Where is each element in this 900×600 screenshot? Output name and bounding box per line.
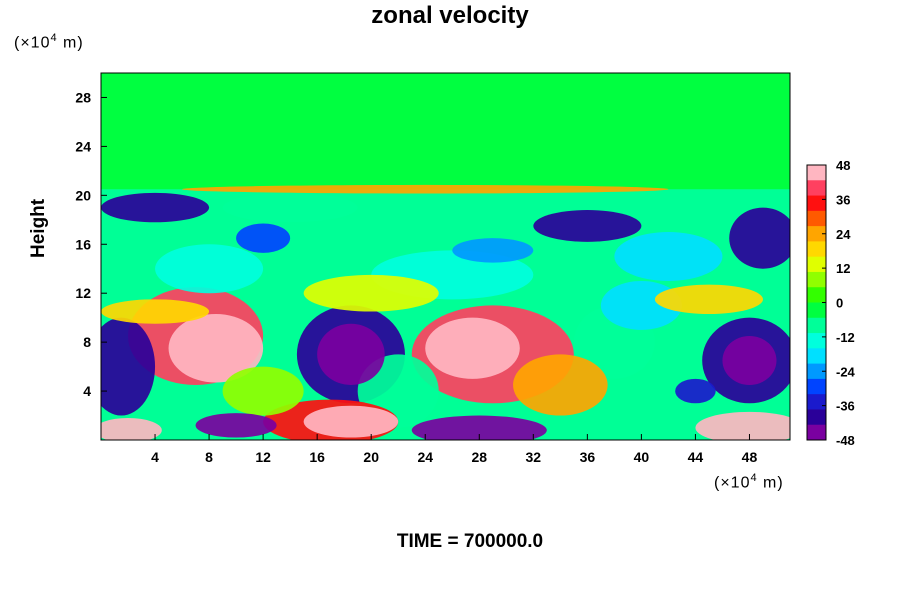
plot-frame	[100, 72, 791, 441]
field-feature-14	[303, 274, 439, 312]
plot-area	[101, 73, 790, 440]
field-feature-28	[722, 336, 777, 385]
x-tick-label: 4	[151, 449, 159, 465]
field-feature-26	[303, 405, 399, 438]
y-tick-label: 8	[83, 334, 91, 350]
colorbar: 48 36 24 12 0 -12 -24 -36 -48	[806, 158, 856, 448]
colorbar-swatch	[807, 256, 826, 273]
colorbar-label: 24	[836, 227, 851, 242]
field-feature-24	[654, 284, 763, 314]
colorbar-swatch	[807, 226, 826, 242]
x-axis-ticks: 4 8 12 16 20 24 28 32 36 40 44 48	[151, 434, 757, 465]
field-feature-23	[695, 411, 790, 440]
colorbar-label: -48	[836, 433, 855, 448]
x-tick-label: 8	[205, 449, 213, 465]
colorbar-label: 48	[836, 158, 850, 173]
y-tick-label: 16	[75, 236, 91, 252]
colorbar-swatch	[807, 287, 826, 303]
colorbar-label: 36	[836, 192, 850, 207]
y-axis-ticks: 4 8 12 16 20 24 28	[75, 89, 107, 399]
field-feature-27	[101, 299, 210, 324]
colorbar-swatch	[807, 302, 826, 319]
y-tick-label: 12	[75, 285, 91, 301]
field-feature-15	[182, 184, 669, 194]
y-tick-label: 28	[75, 89, 91, 105]
field-feature-30	[195, 413, 277, 438]
colorbar-swatch	[807, 180, 826, 197]
y-axis-unit: (×104 m)	[14, 32, 84, 52]
colorbar-swatch	[807, 317, 826, 334]
colorbar-swatch	[807, 394, 826, 410]
field-feature-33	[675, 378, 716, 404]
chart-title: zonal velocity	[371, 2, 529, 29]
field-feature-29	[452, 238, 534, 263]
field-feature-25	[101, 192, 210, 223]
x-tick-label: 48	[742, 449, 758, 465]
colorbar-label: -36	[836, 399, 855, 414]
x-tick-label: 20	[363, 449, 379, 465]
x-tick-label: 16	[309, 449, 325, 465]
colorbar-swatch	[807, 165, 826, 181]
field-feature-5	[101, 317, 156, 416]
field-feature-18	[222, 192, 358, 223]
x-tick-label: 44	[688, 449, 704, 465]
field-feature-11	[425, 317, 520, 379]
colorbar-swatch	[807, 409, 826, 426]
colorbar-swatch	[807, 195, 826, 212]
colorbar-swatch	[807, 210, 826, 227]
colorbar-swatch	[807, 271, 826, 288]
field-feature-22	[533, 210, 642, 242]
field-feature-6	[168, 313, 264, 383]
colorbar-label: -12	[836, 330, 855, 345]
field-feature-13	[155, 244, 264, 294]
colorbar-swatch	[807, 348, 826, 365]
colorbar-swatch	[807, 241, 826, 258]
x-tick-label: 12	[255, 449, 271, 465]
colorbar-label: 0	[836, 296, 843, 311]
colorbar-label: 12	[836, 261, 850, 276]
field-feature-21	[411, 415, 547, 440]
x-axis-unit: (×104 m)	[714, 472, 784, 492]
field-feature-12	[614, 232, 723, 281]
field-feature-16	[729, 207, 790, 269]
field-feature-17	[317, 323, 385, 385]
colorbar-swatch	[807, 363, 826, 380]
x-tick-label: 28	[471, 449, 487, 465]
field-feature-10	[513, 354, 608, 416]
y-tick-label: 4	[83, 383, 91, 399]
colorbar-swatch	[807, 333, 826, 349]
field-feature-19	[222, 366, 304, 416]
field-feature-32	[236, 223, 291, 253]
x-tick-label: 32	[526, 449, 542, 465]
field-feature-31	[101, 417, 162, 440]
colorbar-swatch	[807, 424, 826, 441]
colorbar-label: -24	[836, 364, 856, 379]
x-tick-label: 40	[634, 449, 650, 465]
x-tick-label: 24	[417, 449, 433, 465]
x-tick-label: 36	[580, 449, 596, 465]
colorbar-swatch	[807, 378, 826, 395]
y-tick-label: 20	[75, 187, 91, 203]
time-label: TIME = 700000.0	[396, 531, 544, 552]
y-tick-label: 24	[75, 138, 91, 154]
